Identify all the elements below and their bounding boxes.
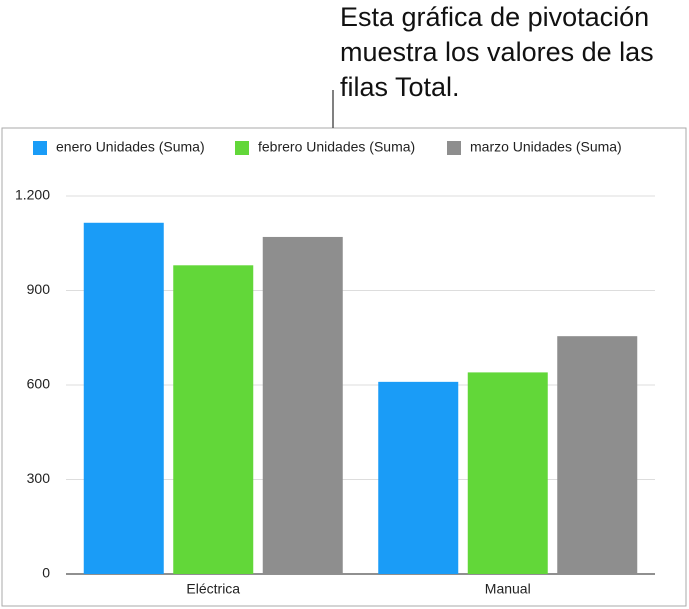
y-tick-label: 1.200: [15, 187, 50, 203]
bar: [557, 336, 638, 574]
bar: [83, 222, 164, 574]
legend-label: enero Unidades (Suma): [56, 139, 205, 155]
legend-swatch: [447, 141, 461, 155]
bar: [467, 372, 548, 574]
legend-swatch: [33, 141, 47, 155]
annotation: Esta gráfica de pivotación: [340, 2, 649, 32]
x-tick-label: Manual: [485, 581, 531, 597]
y-tick-label: 900: [27, 281, 51, 297]
y-tick-label: 0: [42, 565, 50, 581]
annotation: muestra los valores de las: [340, 37, 654, 67]
y-tick-label: 600: [27, 376, 51, 392]
legend-label: febrero Unidades (Suma): [258, 139, 415, 155]
legend-swatch: [235, 141, 249, 155]
annotation: filas Total.: [340, 72, 460, 102]
bar: [173, 265, 254, 574]
bar: [378, 381, 459, 574]
legend-label: marzo Unidades (Suma): [470, 139, 622, 155]
bar: [262, 236, 343, 574]
x-tick-label: Eléctrica: [186, 581, 240, 597]
y-tick-label: 300: [27, 470, 51, 486]
